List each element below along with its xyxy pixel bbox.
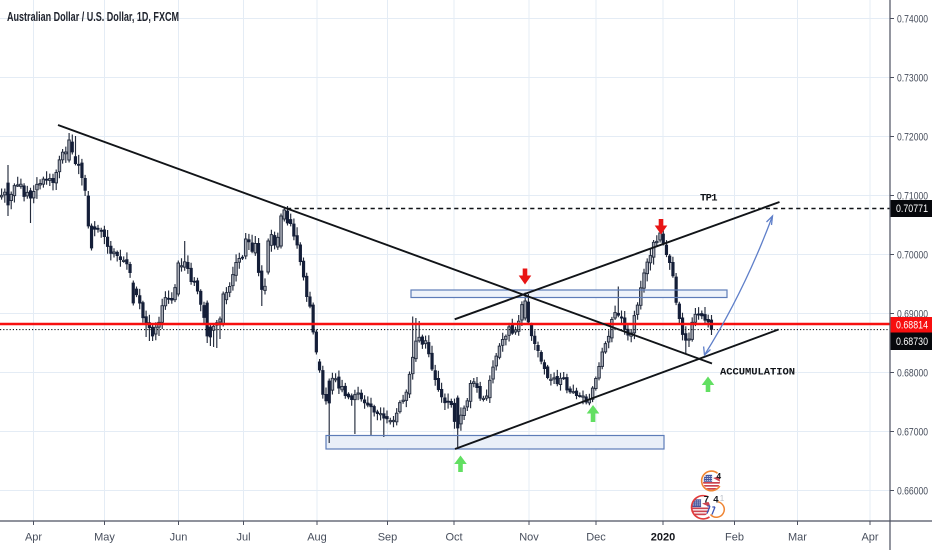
svg-text:Apr: Apr bbox=[861, 532, 878, 544]
svg-text:Oct: Oct bbox=[445, 532, 462, 544]
svg-text:TP1: TP1 bbox=[700, 193, 718, 205]
svg-text:Sep: Sep bbox=[378, 532, 398, 544]
svg-text:May: May bbox=[94, 532, 115, 544]
svg-text:4: 4 bbox=[713, 495, 719, 506]
svg-text:0.68000: 0.68000 bbox=[897, 367, 928, 379]
svg-text:ACCUMULATION: ACCUMULATION bbox=[720, 367, 795, 379]
svg-text:0.66000: 0.66000 bbox=[897, 485, 928, 497]
svg-text:7: 7 bbox=[704, 495, 709, 506]
svg-text:Feb: Feb bbox=[725, 532, 744, 544]
svg-text:2020: 2020 bbox=[651, 532, 675, 544]
svg-text:Nov: Nov bbox=[519, 532, 539, 544]
svg-text:1: 1 bbox=[720, 494, 725, 503]
svg-text:Apr: Apr bbox=[25, 532, 42, 544]
svg-text:Australian Dollar / U.S. Dolla: Australian Dollar / U.S. Dollar, 1D, FXC… bbox=[7, 9, 179, 24]
svg-text:Mar: Mar bbox=[788, 532, 807, 544]
svg-text:Jul: Jul bbox=[236, 532, 250, 544]
svg-text:4: 4 bbox=[716, 471, 721, 481]
svg-text:0.73000: 0.73000 bbox=[897, 72, 928, 84]
svg-text:Jun: Jun bbox=[170, 532, 188, 544]
svg-text:0.74000: 0.74000 bbox=[897, 13, 928, 25]
svg-text:0.68814: 0.68814 bbox=[896, 319, 928, 331]
svg-text:0.70771: 0.70771 bbox=[896, 203, 928, 215]
svg-text:0.68730: 0.68730 bbox=[896, 336, 928, 348]
svg-text:0.71000: 0.71000 bbox=[897, 190, 928, 202]
svg-text:0.72000: 0.72000 bbox=[897, 131, 928, 143]
svg-text:Aug: Aug bbox=[307, 532, 327, 544]
svg-text:Dec: Dec bbox=[586, 532, 606, 544]
svg-text:0.70000: 0.70000 bbox=[897, 249, 928, 261]
svg-text:0.67000: 0.67000 bbox=[897, 426, 928, 438]
